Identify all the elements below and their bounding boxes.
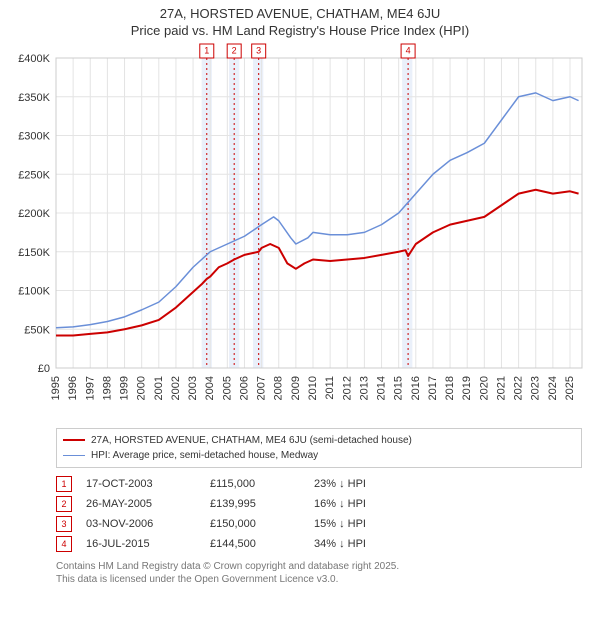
- svg-text:4: 4: [406, 45, 411, 55]
- svg-text:£200K: £200K: [18, 208, 50, 220]
- svg-text:2020: 2020: [478, 376, 490, 400]
- svg-text:2013: 2013: [358, 376, 370, 400]
- svg-text:2007: 2007: [256, 376, 268, 400]
- chart-title-line1: 27A, HORSTED AVENUE, CHATHAM, ME4 6JU: [0, 0, 600, 23]
- event-marker-box: 1: [56, 476, 72, 492]
- svg-text:2023: 2023: [530, 376, 542, 400]
- event-price: £150,000: [210, 518, 300, 530]
- svg-text:2000: 2000: [136, 376, 148, 400]
- svg-text:£250K: £250K: [18, 169, 50, 181]
- svg-text:2025: 2025: [564, 376, 576, 400]
- event-date: 03-NOV-2006: [86, 518, 196, 530]
- event-row: 4 16-JUL-2015 £144,500 34% ↓ HPI: [56, 536, 582, 552]
- svg-text:2008: 2008: [273, 376, 285, 400]
- svg-text:1998: 1998: [101, 376, 113, 400]
- svg-text:2006: 2006: [238, 376, 250, 400]
- event-date: 16-JUL-2015: [86, 538, 196, 550]
- svg-text:2003: 2003: [187, 376, 199, 400]
- svg-text:1996: 1996: [67, 376, 79, 400]
- svg-text:1997: 1997: [84, 376, 96, 400]
- event-price: £144,500: [210, 538, 300, 550]
- svg-text:£0: £0: [38, 363, 50, 375]
- event-date: 26-MAY-2005: [86, 498, 196, 510]
- svg-text:2004: 2004: [204, 376, 216, 400]
- event-delta: 23% ↓ HPI: [314, 478, 366, 490]
- event-delta: 16% ↓ HPI: [314, 498, 366, 510]
- svg-text:£150K: £150K: [18, 247, 50, 259]
- legend-swatch: [63, 439, 85, 441]
- svg-text:2022: 2022: [513, 376, 525, 400]
- svg-text:2012: 2012: [341, 376, 353, 400]
- event-row: 2 26-MAY-2005 £139,995 16% ↓ HPI: [56, 496, 582, 512]
- legend-label: 27A, HORSTED AVENUE, CHATHAM, ME4 6JU (s…: [91, 433, 412, 448]
- svg-text:2016: 2016: [410, 376, 422, 400]
- svg-text:2014: 2014: [376, 376, 388, 400]
- svg-text:2009: 2009: [290, 376, 302, 400]
- event-delta: 34% ↓ HPI: [314, 538, 366, 550]
- event-marker-box: 3: [56, 516, 72, 532]
- footer-line2: This data is licensed under the Open Gov…: [56, 573, 582, 586]
- svg-text:£300K: £300K: [18, 130, 50, 142]
- event-date: 17-OCT-2003: [86, 478, 196, 490]
- svg-text:2002: 2002: [170, 376, 182, 400]
- svg-text:2024: 2024: [547, 376, 559, 400]
- event-row: 3 03-NOV-2006 £150,000 15% ↓ HPI: [56, 516, 582, 532]
- event-row: 1 17-OCT-2003 £115,000 23% ↓ HPI: [56, 476, 582, 492]
- svg-text:2019: 2019: [461, 376, 473, 400]
- footer-attribution: Contains HM Land Registry data © Crown c…: [56, 560, 582, 586]
- svg-text:2001: 2001: [153, 376, 165, 400]
- line-chart-svg: £0 £50K £100K £150K £200K £250K £300K £350K £400…: [0, 42, 600, 422]
- svg-text:2018: 2018: [444, 376, 456, 400]
- svg-text:£50K: £50K: [24, 324, 50, 336]
- legend-item: HPI: Average price, semi-detached house,…: [63, 448, 575, 463]
- event-delta: 15% ↓ HPI: [314, 518, 366, 530]
- event-marker-box: 4: [56, 536, 72, 552]
- chart-legend: 27A, HORSTED AVENUE, CHATHAM, ME4 6JU (s…: [56, 428, 582, 468]
- event-price: £115,000: [210, 478, 300, 490]
- svg-text:2017: 2017: [427, 376, 439, 400]
- svg-text:£350K: £350K: [18, 92, 50, 104]
- chart-title-line2: Price paid vs. HM Land Registry's House …: [0, 23, 600, 42]
- svg-text:1995: 1995: [50, 376, 62, 400]
- legend-label: HPI: Average price, semi-detached house,…: [91, 448, 318, 463]
- event-marker-box: 2: [56, 496, 72, 512]
- chart-area: £0 £50K £100K £150K £200K £250K £300K £350K £400…: [0, 42, 600, 422]
- legend-swatch: [63, 455, 85, 456]
- svg-text:2021: 2021: [495, 376, 507, 400]
- svg-text:1999: 1999: [119, 376, 131, 400]
- svg-text:2015: 2015: [393, 376, 405, 400]
- svg-text:3: 3: [256, 45, 261, 55]
- event-table: 1 17-OCT-2003 £115,000 23% ↓ HPI 2 26-MAY-200…: [56, 476, 582, 552]
- event-price: £139,995: [210, 498, 300, 510]
- svg-text:2005: 2005: [221, 376, 233, 400]
- svg-text:2: 2: [232, 45, 237, 55]
- svg-text:1: 1: [204, 45, 209, 55]
- svg-text:2011: 2011: [324, 376, 336, 400]
- svg-text:£100K: £100K: [18, 285, 50, 297]
- legend-item: 27A, HORSTED AVENUE, CHATHAM, ME4 6JU (s…: [63, 433, 575, 448]
- footer-line1: Contains HM Land Registry data © Crown c…: [56, 560, 582, 573]
- svg-text:£400K: £400K: [18, 53, 50, 65]
- svg-text:2010: 2010: [307, 376, 319, 400]
